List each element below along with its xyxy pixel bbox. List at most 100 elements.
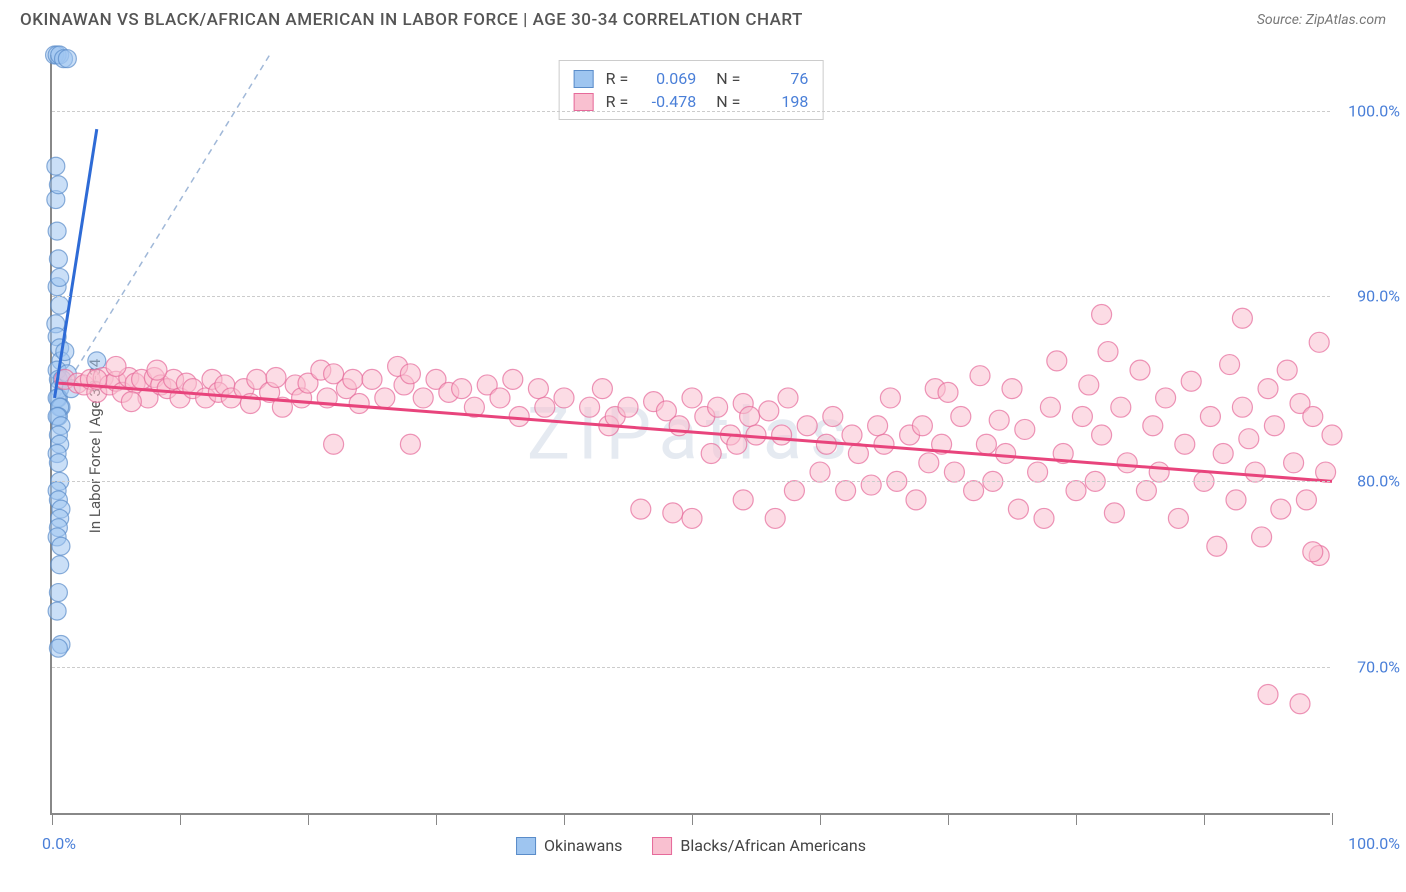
legend-n-value: 198 [748,92,808,111]
legend-r-label: R = [606,92,629,111]
scatter-point [106,356,126,376]
scatter-point [996,444,1016,464]
scatter-point [49,176,67,194]
scatter-point [1117,453,1137,473]
legend-series-label: Okinawans [544,836,622,855]
legend-r-value: 0.069 [636,69,696,88]
scatter-point [976,434,996,454]
scatter-plot-svg [52,55,1330,813]
scatter-point [1015,419,1035,439]
scatter-point [1271,499,1291,519]
scatter-point [1322,425,1342,445]
chart-source: Source: ZipAtlas.com [1257,12,1386,28]
y-tick-label: 80.0% [1357,472,1400,491]
chart-title: OKINAWAN VS BLACK/AFRICAN AMERICAN IN LA… [20,10,803,30]
scatter-point [592,379,612,399]
x-tick [692,813,693,825]
x-tick [180,813,181,825]
scatter-point [1207,536,1227,556]
scatter-point [490,388,510,408]
scatter-point [375,388,395,408]
scatter-point [51,296,69,314]
chart-header: OKINAWAN VS BLACK/AFRICAN AMERICAN IN LA… [0,0,1406,35]
scatter-point [1181,371,1201,391]
scatter-point [51,556,69,574]
y-tick-label: 90.0% [1357,286,1400,305]
scatter-point [535,397,555,417]
legend-r-label: R = [606,69,629,88]
diagonal-reference-line [58,55,269,398]
scatter-point [52,537,70,555]
scatter-point [1008,499,1028,519]
scatter-point [1213,444,1233,464]
scatter-point [778,388,798,408]
gridline-horizontal [52,667,1330,668]
scatter-point [349,393,369,413]
scatter-point [1092,425,1112,445]
scatter-point [147,360,167,380]
gridline-horizontal [52,296,1330,297]
scatter-point [554,388,574,408]
x-tick [564,813,565,825]
scatter-point [1232,397,1252,417]
legend-series-item: Blacks/African Americans [652,836,866,855]
scatter-point [618,397,638,417]
scatter-point [49,454,67,472]
scatter-point [810,462,830,482]
scatter-point [1258,685,1278,705]
scatter-point [503,369,523,389]
y-tick-label: 70.0% [1357,657,1400,676]
scatter-point [1092,305,1112,325]
scatter-point [1111,397,1131,417]
scatter-point [49,250,67,268]
x-tick [948,813,949,825]
scatter-point [1239,429,1259,449]
gridline-horizontal [52,481,1330,482]
scatter-point [663,503,683,523]
scatter-point [1296,490,1316,510]
scatter-point [266,368,286,388]
scatter-point [56,343,74,361]
scatter-point [823,406,843,426]
scatter-point [842,425,862,445]
scatter-point [784,481,804,501]
scatter-point [861,475,881,495]
series-legend: Okinawans Blacks/African Americans [516,836,866,855]
scatter-point [733,490,753,510]
scatter-point [772,425,792,445]
scatter-point [1290,694,1310,714]
legend-swatch [652,837,672,855]
scatter-point [1104,503,1124,523]
scatter-point [1226,490,1246,510]
legend-n-label: N = [708,69,740,88]
scatter-point [906,490,926,510]
scatter-point [989,410,1009,430]
scatter-point [1284,453,1304,473]
scatter-point [1002,379,1022,399]
scatter-point [1264,416,1284,436]
scatter-point [1047,351,1067,371]
x-axis-max-label: 100.0% [1348,834,1400,853]
gridline-horizontal [52,111,1330,112]
scatter-point [1040,397,1060,417]
scatter-point [682,508,702,528]
scatter-point [1200,406,1220,426]
scatter-point [682,388,702,408]
scatter-point [868,416,888,436]
scatter-point [1034,508,1054,528]
scatter-point [1149,462,1169,482]
scatter-point [951,406,971,426]
scatter-point [631,499,651,519]
scatter-point [1143,416,1163,436]
scatter-point [1245,462,1265,482]
legend-swatch [516,837,536,855]
legend-series-item: Okinawans [516,836,622,855]
scatter-point [880,388,900,408]
x-axis-min-label: 0.0% [42,834,76,853]
scatter-point [1136,481,1156,501]
scatter-point [49,584,67,602]
y-tick-label: 100.0% [1348,101,1400,120]
scatter-point [1168,508,1188,528]
x-tick [820,813,821,825]
scatter-point [343,369,363,389]
